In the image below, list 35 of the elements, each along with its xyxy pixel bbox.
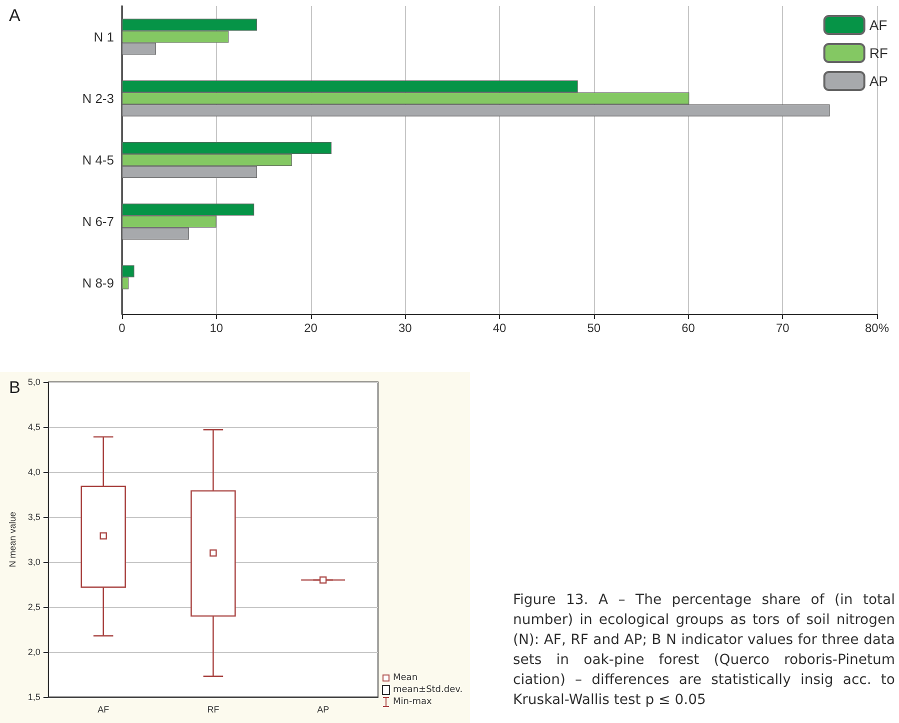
x-tick-label: 60 [682,321,696,335]
x-tick-label: 70 [776,321,790,335]
legend-label: AF [869,17,888,33]
caption: Figure 13. A – The percentage share of (in total number) in ecological groups as tors of soil nitrogen (N): AF, RF and AP; B N indicator values for three data sets in oak-pine forest (Querco roboris-Pinetum ciation) – differences are statistically insig acc. to Kruskal-Wallis test p ≤ 0.05 [513,591,895,710]
y-tick-label: N 2-3 [82,90,114,106]
legend-label: RF [869,45,888,61]
y-tick-label: N 1 [94,29,114,44]
y-tick-label: 4,5 [28,422,40,432]
text: mean±Std.dev. [393,684,463,696]
text: Mean [393,672,418,684]
y-tick-label: 4,0 [28,467,40,477]
y-tick-label: N 4-5 [82,152,114,168]
x-tick-label: AP [317,704,330,714]
x-tick-label: 50 [587,321,601,335]
y-tick-label: N 8-9 [82,276,114,291]
y-axis-title: N mean value [8,512,18,568]
x-tick-label: AF [98,704,110,714]
y-tick-label: 5,0 [28,377,40,387]
y-tick-label: 3,5 [28,512,40,522]
x-tick-label: 30 [398,321,412,335]
x-tick-label: 0 [118,321,126,335]
legend-label: AP [869,73,888,89]
x-tick-label: 10 [210,321,224,335]
text: Min-max [393,696,432,708]
y-tick-label: 3,0 [28,557,40,567]
x-tick-label: RF [207,704,220,714]
y-tick-label: 2,5 [28,602,40,612]
x-tick-label: 20 [304,321,318,335]
x-tick-label: 80% [864,321,890,335]
chart-title: A [9,6,21,25]
x-tick-label: 40 [492,321,506,335]
chart-title: B [9,378,20,397]
y-tick-label: 2,0 [28,647,40,657]
y-tick-label: 1,5 [28,692,40,702]
y-tick-label: N 6-7 [82,214,114,230]
